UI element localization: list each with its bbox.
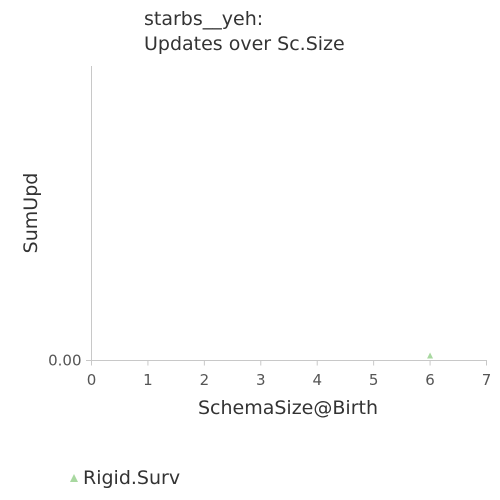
legend-marker-rigid-surv bbox=[70, 474, 78, 482]
y-axis-ticks: 0.00 bbox=[48, 352, 92, 370]
legend: Rigid.Surv bbox=[70, 467, 180, 489]
chart-title-line-1: starbs__yeh: bbox=[144, 8, 263, 30]
x-tick-label: 0 bbox=[87, 371, 97, 389]
legend-label-rigid-surv: Rigid.Surv bbox=[83, 467, 180, 489]
x-axis-label: SchemaSize@Birth bbox=[198, 397, 378, 419]
x-tick-label: 7 bbox=[482, 371, 492, 389]
x-tick-label: 5 bbox=[369, 371, 379, 389]
data-point-rigid-surv bbox=[427, 352, 434, 359]
x-tick-label: 3 bbox=[256, 371, 266, 389]
y-axis-label: SumUpd bbox=[20, 173, 42, 254]
x-tick-label: 4 bbox=[312, 371, 322, 389]
data-points bbox=[427, 352, 434, 359]
x-tick-label: 6 bbox=[425, 371, 435, 389]
y-tick-label: 0.00 bbox=[48, 352, 81, 370]
x-tick-label: 1 bbox=[143, 371, 153, 389]
x-tick-label: 2 bbox=[200, 371, 210, 389]
x-axis-ticks: 0 1 2 3 4 5 6 7 bbox=[87, 360, 492, 389]
chart-title-line-2: Updates over Sc.Size bbox=[144, 33, 345, 55]
